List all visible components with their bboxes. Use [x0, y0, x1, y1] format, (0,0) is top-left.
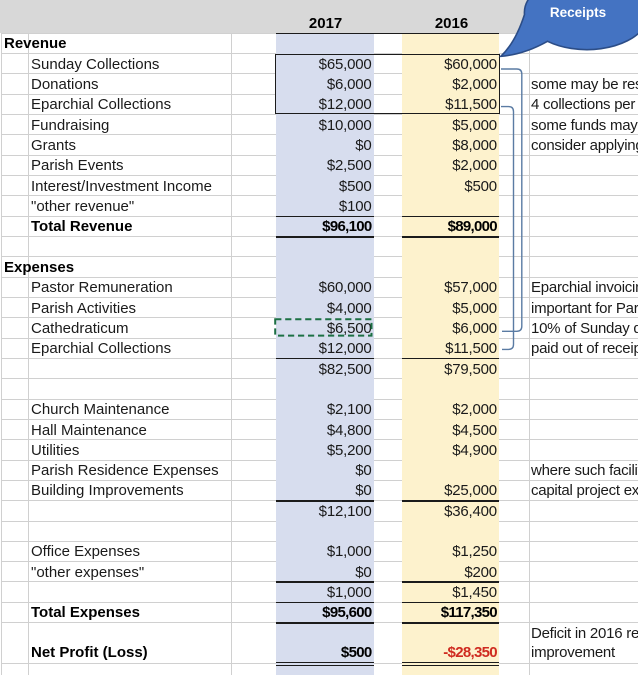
svg-text:Receipts: Receipts — [550, 5, 606, 20]
